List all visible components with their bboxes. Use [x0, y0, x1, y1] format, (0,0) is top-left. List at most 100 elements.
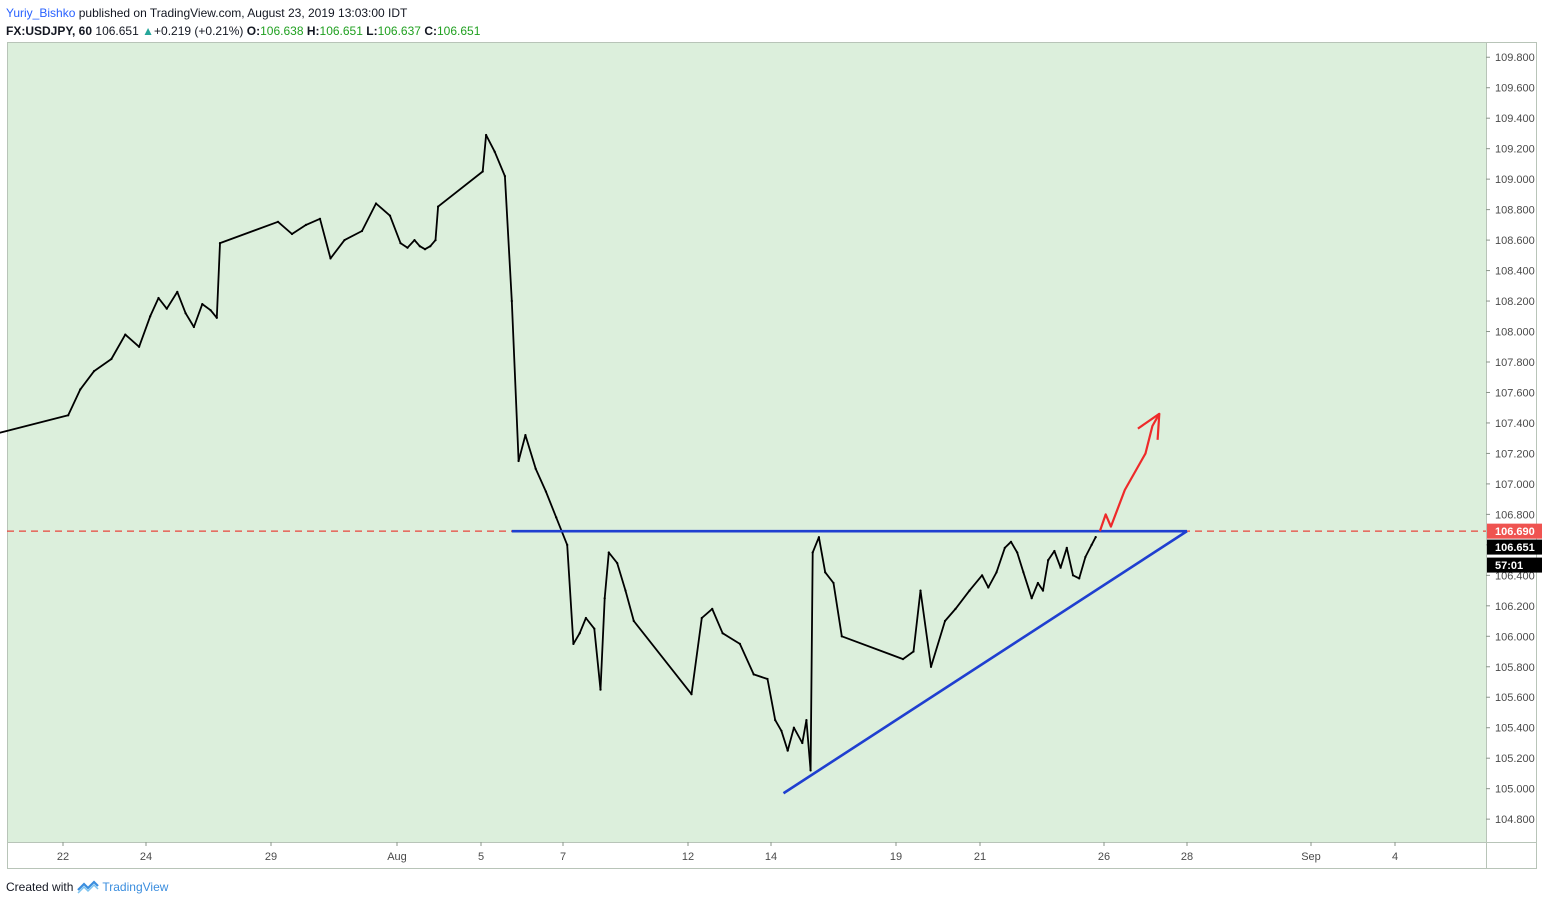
- price-point: [690, 693, 693, 696]
- forecast-arrow-path: [1098, 413, 1161, 532]
- price-tick-label: 107.400: [1495, 418, 1535, 430]
- price-tick-label: 108.400: [1495, 266, 1535, 278]
- price-segment: [981, 574, 990, 589]
- price-point: [572, 642, 575, 646]
- price-point: [968, 589, 971, 592]
- price-point: [987, 586, 990, 589]
- price-segment: [944, 608, 957, 622]
- level-price-badge-bg: [1487, 523, 1542, 539]
- time-tick-label: 4: [1392, 851, 1398, 863]
- price-point: [534, 467, 537, 470]
- price-segment: [1078, 556, 1087, 580]
- price-segment: [711, 608, 724, 635]
- close-value: 106.651: [436, 24, 481, 38]
- price-tick-label: 108.000: [1495, 327, 1535, 339]
- price-point: [93, 370, 96, 373]
- price-segment: [780, 729, 789, 752]
- price-segment: [801, 719, 808, 744]
- price-point: [721, 632, 724, 635]
- time-axis[interactable]: 22 24 29 Aug 5 7 12 14 19 21 26 28 Sep 4: [57, 842, 1398, 863]
- open-label: O:: [246, 24, 261, 38]
- price-segment: [840, 635, 904, 660]
- price-segment: [1030, 582, 1039, 600]
- price-segment: [138, 315, 152, 348]
- price-point: [1041, 589, 1045, 592]
- price-point: [318, 217, 322, 220]
- price-tick-label: 106.800: [1495, 509, 1535, 521]
- price-segment: [485, 134, 496, 153]
- price-segment: [0, 414, 70, 434]
- price-point: [632, 619, 635, 623]
- price-segment: [786, 726, 795, 752]
- time-tick-label: 14: [765, 851, 777, 863]
- price-point: [429, 245, 432, 248]
- price-point: [434, 239, 437, 242]
- price-point: [1094, 536, 1097, 539]
- price-segment: [987, 571, 998, 589]
- price-segment: [1037, 582, 1044, 592]
- price-point: [603, 597, 606, 600]
- price-segment: [67, 388, 82, 417]
- chart-header: Yuriy_Bishko published on TradingView.co…: [6, 4, 480, 40]
- price-segment: [793, 726, 804, 744]
- price-segment: [429, 239, 437, 248]
- author-link[interactable]: Yuriy_Bishko: [6, 6, 76, 20]
- price-segment: [930, 620, 946, 668]
- price-segment: [277, 220, 293, 235]
- price-point: [176, 290, 179, 293]
- price-point: [919, 589, 922, 592]
- price-point: [79, 388, 82, 391]
- price-segment: [517, 434, 527, 462]
- price-segment: [752, 673, 769, 680]
- price-segment: [766, 678, 777, 721]
- price-point: [493, 150, 496, 153]
- symbol-label[interactable]: FX:USDJPY, 60: [6, 24, 93, 38]
- price-axis[interactable]: 109.800 109.600 109.400 109.200 109.000 108.8…: [1486, 52, 1535, 826]
- price-segment: [811, 536, 820, 554]
- tradingview-brand[interactable]: TradingView: [102, 880, 169, 894]
- price-point: [406, 246, 409, 249]
- price-segment: [585, 617, 596, 630]
- price-segment: [305, 217, 321, 226]
- price-point: [811, 551, 814, 554]
- price-point: [418, 245, 421, 248]
- level-price-badge: 106.690: [1495, 526, 1535, 538]
- price-point: [1059, 566, 1062, 569]
- price-tick-label: 106.000: [1495, 631, 1535, 643]
- time-tick-label: Sep: [1301, 851, 1321, 863]
- price-point: [593, 627, 596, 630]
- price-segment: [79, 370, 95, 391]
- last-price-badge-bg: [1487, 539, 1542, 555]
- price-point: [832, 581, 835, 585]
- price-series: [0, 133, 1097, 772]
- support-trendline: [782, 530, 1188, 795]
- time-tick-label: 22: [57, 851, 69, 863]
- price-segment: [1010, 540, 1019, 554]
- price-point: [786, 749, 789, 752]
- price-tick-label: 108.600: [1495, 235, 1535, 247]
- price-point: [738, 642, 742, 646]
- price-tick-label: 104.800: [1495, 814, 1535, 826]
- price-point: [1022, 571, 1025, 574]
- price-point: [817, 536, 821, 539]
- price-segment: [124, 333, 141, 348]
- price-point: [209, 309, 212, 312]
- price-segment: [219, 220, 279, 245]
- price-segment: [510, 300, 520, 462]
- price-point: [809, 769, 812, 772]
- price-segment: [329, 239, 346, 260]
- price-segment: [201, 303, 212, 312]
- price-point: [413, 239, 416, 242]
- price-point: [901, 658, 905, 661]
- price-point: [149, 315, 152, 318]
- price-tick-label: 106.400: [1495, 570, 1535, 582]
- price-segment: [599, 597, 606, 691]
- price-segment: [524, 434, 537, 470]
- time-tick-label: 12: [682, 851, 694, 863]
- price-segment: [566, 544, 575, 645]
- time-tick-label: 19: [890, 851, 902, 863]
- price-segment: [1003, 540, 1012, 549]
- open-value: 106.638: [260, 24, 304, 38]
- price-segment: [774, 719, 783, 732]
